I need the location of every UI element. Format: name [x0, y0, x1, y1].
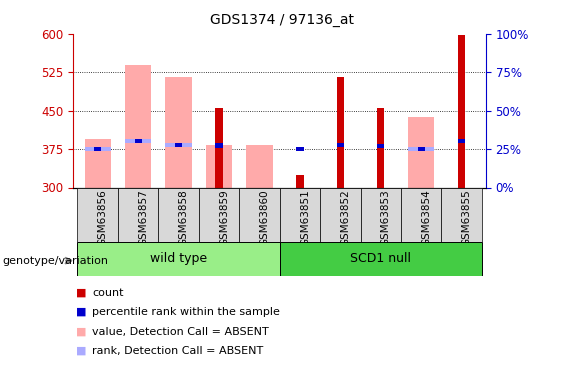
Text: count: count [92, 288, 124, 297]
Bar [296, 175, 303, 188]
Bar [239, 188, 280, 242]
Bar [280, 188, 320, 242]
Bar [199, 188, 239, 242]
Bar [337, 143, 344, 147]
Bar [94, 147, 101, 151]
Text: genotype/variation: genotype/variation [3, 256, 109, 266]
Bar [337, 77, 344, 188]
Text: value, Detection Call = ABSENT: value, Detection Call = ABSENT [92, 327, 269, 336]
Text: GSM63855: GSM63855 [462, 189, 472, 246]
Bar [320, 188, 360, 242]
Bar [377, 144, 384, 148]
Bar [85, 147, 111, 151]
Text: ■: ■ [76, 307, 87, 317]
Bar [458, 35, 466, 188]
Text: percentile rank within the sample: percentile rank within the sample [92, 307, 280, 317]
Bar [118, 188, 158, 242]
Bar [158, 188, 199, 242]
Text: ■: ■ [76, 288, 87, 297]
Bar [418, 147, 425, 151]
Text: GSM63857: GSM63857 [138, 189, 148, 246]
Bar [280, 242, 482, 276]
Text: wild type: wild type [150, 252, 207, 265]
Text: GSM63858: GSM63858 [179, 189, 189, 246]
Bar [125, 140, 151, 143]
Text: GSM63851: GSM63851 [300, 189, 310, 246]
Bar [166, 143, 192, 147]
Text: GSM63853: GSM63853 [381, 189, 391, 246]
Bar [458, 140, 466, 143]
Bar [134, 140, 142, 143]
Text: GSM63852: GSM63852 [340, 189, 350, 246]
Bar [377, 108, 384, 188]
Text: ■: ■ [76, 346, 87, 356]
Bar [215, 143, 223, 147]
Bar [77, 242, 280, 276]
Bar [441, 188, 482, 242]
Bar [246, 145, 272, 188]
Bar [296, 147, 303, 151]
Bar [408, 117, 434, 188]
Text: GSM63859: GSM63859 [219, 189, 229, 246]
Bar [360, 188, 401, 242]
Text: rank, Detection Call = ABSENT: rank, Detection Call = ABSENT [92, 346, 263, 356]
Text: ■: ■ [76, 327, 87, 336]
Bar [175, 143, 182, 147]
Bar [401, 188, 441, 242]
Bar [206, 145, 232, 188]
Text: SCD1 null: SCD1 null [350, 252, 411, 265]
Bar [166, 77, 192, 188]
Bar [408, 147, 434, 151]
Bar [125, 64, 151, 188]
Text: GDS1374 / 97136_at: GDS1374 / 97136_at [211, 13, 354, 27]
Bar [215, 108, 223, 188]
Text: GSM63854: GSM63854 [421, 189, 431, 246]
Bar [77, 188, 118, 242]
Text: GSM63856: GSM63856 [98, 189, 108, 246]
Text: GSM63860: GSM63860 [259, 189, 270, 246]
Bar [85, 139, 111, 188]
